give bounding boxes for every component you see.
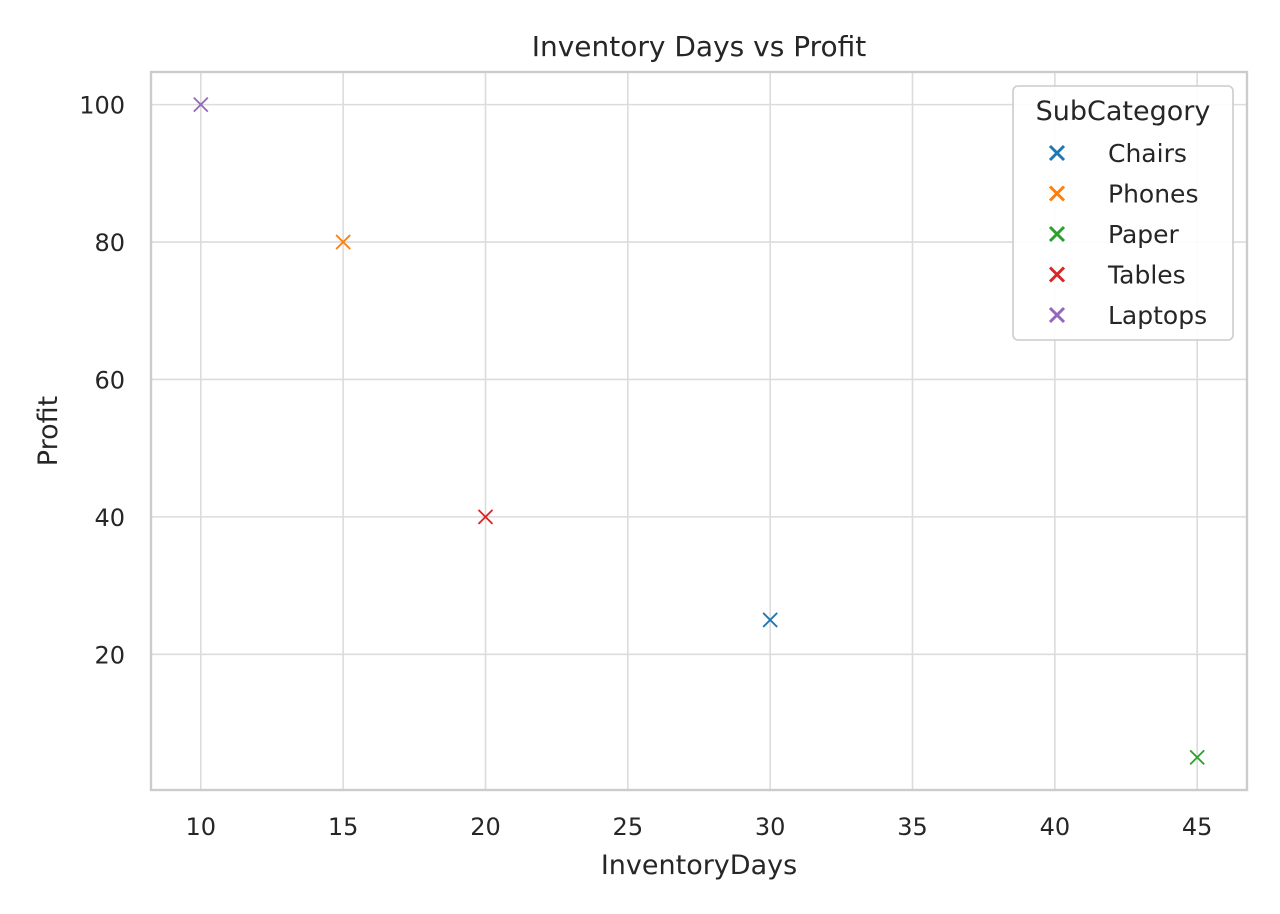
legend-marker: [1048, 185, 1066, 202]
chart-title: Inventory Days vs Profit: [532, 30, 867, 63]
legend-label: Chairs: [1108, 139, 1187, 168]
legend-label: Laptops: [1108, 301, 1207, 330]
legend-marker: [1048, 266, 1066, 283]
legend-item-paper: Paper: [1048, 220, 1180, 249]
x-tick-label: 40: [1040, 813, 1071, 841]
legend-label: Paper: [1108, 220, 1180, 249]
legend-box: [1012, 85, 1234, 341]
x-tick-label: 35: [897, 813, 928, 841]
legend-label: Phones: [1108, 180, 1198, 209]
y-tick-label: 20: [94, 641, 125, 669]
x-axis-label: InventoryDays: [601, 850, 797, 881]
legend-title: SubCategory: [1036, 96, 1211, 127]
y-tick-label: 40: [94, 504, 125, 532]
legend-label: Tables: [1107, 261, 1186, 290]
data-point-chairs: [762, 612, 778, 628]
y-axis-label: Profit: [33, 396, 64, 466]
data-point-laptops: [193, 96, 209, 113]
plot-frame: [149, 70, 1249, 792]
legend: SubCategory Chairs Phones Paper Tables Lapto…: [1012, 85, 1234, 341]
data-point-paper: [1189, 749, 1205, 766]
x-tick-label: 10: [186, 813, 217, 841]
data-point-tables: [477, 509, 494, 525]
legend-items: Chairs Phones Paper Tables Laptops: [1048, 139, 1207, 330]
x-tick-label: 30: [755, 813, 786, 841]
x-tick-label: 45: [1182, 813, 1213, 841]
points-layer: [193, 96, 1205, 766]
legend-item-laptops: Laptops: [1048, 301, 1207, 330]
legend-marker: [1048, 225, 1066, 243]
x-tick-label: 15: [328, 813, 359, 841]
legend-item-tables: Tables: [1048, 261, 1186, 290]
y-tick-label: 60: [94, 366, 125, 394]
x-tick-label: 25: [613, 813, 644, 841]
legend-item-phones: Phones: [1048, 180, 1198, 209]
tick-layer: 10 15 20 25 30 35 40 45 20 40 60 80 100: [79, 92, 1212, 841]
data-point-phones: [335, 234, 351, 250]
legend-item-chairs: Chairs: [1048, 139, 1187, 168]
y-tick-label: 100: [79, 92, 125, 120]
legend-marker: [1048, 144, 1066, 162]
legend-marker: [1048, 306, 1066, 324]
x-tick-label: 20: [470, 813, 501, 841]
y-tick-label: 80: [94, 229, 125, 257]
